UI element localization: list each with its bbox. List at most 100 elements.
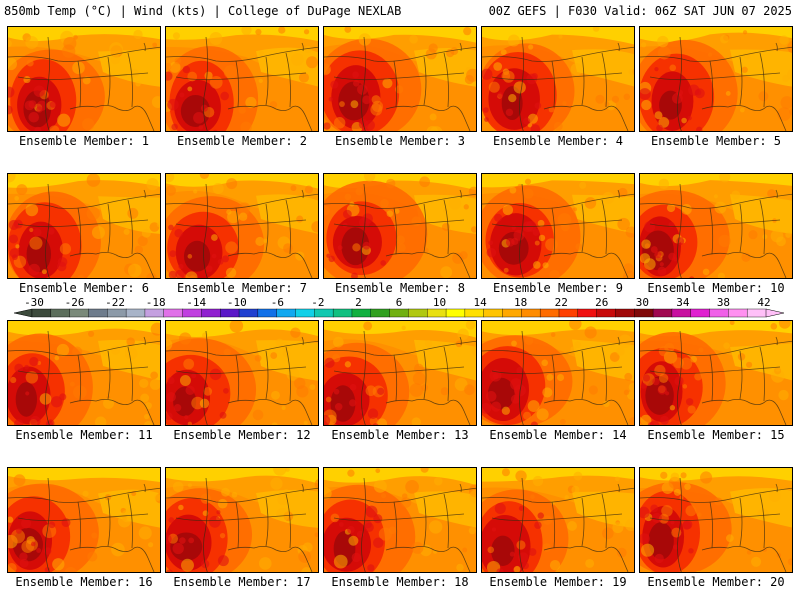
colorbar-tick-label: 22 bbox=[555, 296, 568, 309]
colorbar-swatch bbox=[539, 308, 560, 318]
ensemble-member-label: Ensemble Member: 13 bbox=[331, 428, 469, 442]
ensemble-member-map bbox=[481, 26, 635, 132]
colorbar-swatch bbox=[464, 308, 485, 318]
colorbar-swatch bbox=[408, 308, 428, 318]
colorbar-swatch bbox=[295, 308, 315, 318]
ensemble-member-label: Ensemble Member: 9 bbox=[492, 281, 624, 295]
colorbar-swatch bbox=[427, 308, 447, 318]
colorbar-tick-label: 26 bbox=[595, 296, 608, 309]
ensemble-member-label: Ensemble Member: 12 bbox=[173, 428, 311, 442]
ensemble-member-label: Ensemble Member: 7 bbox=[176, 281, 308, 295]
colorbar-tick-label: 18 bbox=[514, 296, 527, 309]
colorbar-swatch bbox=[182, 308, 202, 318]
colorbar-swatch bbox=[389, 308, 409, 318]
colorbar-swatch bbox=[163, 308, 184, 318]
colorbar-tick-label: -14 bbox=[186, 296, 206, 309]
colorbar-swatch bbox=[257, 308, 278, 318]
ensemble-member-map bbox=[7, 320, 161, 426]
ensemble-member-label: Ensemble Member: 19 bbox=[489, 575, 627, 589]
colorbar-swatch bbox=[238, 308, 259, 318]
ensemble-member-map bbox=[165, 320, 319, 426]
ensemble-member-map bbox=[323, 26, 477, 132]
ensemble-member-map bbox=[165, 467, 319, 573]
ensemble-member-map bbox=[7, 467, 161, 573]
colorbar-tick-label: -10 bbox=[227, 296, 247, 309]
header-left-title: 850mb Temp (°C) | Wind (kts) | College o… bbox=[4, 4, 402, 18]
colorbar-tick-label: -6 bbox=[271, 296, 284, 309]
ensemble-member-map bbox=[639, 320, 793, 426]
ensemble-member-map bbox=[639, 173, 793, 279]
ensemble-member-label: Ensemble Member: 16 bbox=[15, 575, 153, 589]
colorbar-tick-label: 30 bbox=[636, 296, 649, 309]
colorbar-swatch bbox=[276, 308, 296, 318]
ensemble-member-label: Ensemble Member: 1 bbox=[18, 134, 150, 148]
colorbar-swatch bbox=[445, 308, 466, 318]
colorbar-tick-label: -18 bbox=[146, 296, 166, 309]
ensemble-member-label: Ensemble Member: 15 bbox=[647, 428, 785, 442]
colorbar-swatch bbox=[596, 308, 616, 318]
colorbar-tick-label: 6 bbox=[396, 296, 403, 309]
ensemble-member-label: Ensemble Member: 14 bbox=[489, 428, 627, 442]
colorbar-right-arrow bbox=[765, 308, 785, 318]
colorbar-tick-label: -26 bbox=[65, 296, 85, 309]
ensemble-member-map bbox=[323, 320, 477, 426]
ensemble-member-label: Ensemble Member: 20 bbox=[647, 575, 785, 589]
colorbar-tick-label: 34 bbox=[676, 296, 690, 309]
colorbar-swatch bbox=[671, 308, 692, 318]
colorbar-swatch bbox=[634, 308, 654, 318]
header-right-title: 00Z GEFS | F030 Valid: 06Z SAT JUN 07 20… bbox=[488, 4, 792, 18]
ensemble-member-map bbox=[481, 320, 635, 426]
colorbar-tick-label: 14 bbox=[473, 296, 487, 309]
ensemble-member-label: Ensemble Member: 3 bbox=[334, 134, 466, 148]
colorbar-swatch bbox=[314, 308, 334, 318]
colorbar-swatch bbox=[125, 308, 146, 318]
colorbar-swatch bbox=[728, 308, 748, 318]
colorbar-swatch bbox=[88, 308, 108, 318]
ensemble-member-label: Ensemble Member: 4 bbox=[492, 134, 624, 148]
colorbar-swatch bbox=[652, 308, 673, 318]
colorbar-swatch bbox=[483, 308, 504, 318]
ensemble-member-map bbox=[323, 173, 477, 279]
colorbar-tick-label: -2 bbox=[311, 296, 324, 309]
colorbar-tick-label: -22 bbox=[105, 296, 125, 309]
ensemble-member-label: Ensemble Member: 10 bbox=[647, 281, 785, 295]
ensemble-member-map bbox=[165, 26, 319, 132]
colorbar-tick-label: 2 bbox=[355, 296, 362, 309]
colorbar-swatch bbox=[746, 308, 767, 318]
ensemble-member-label: Ensemble Member: 5 bbox=[650, 134, 782, 148]
colorbar-swatch bbox=[69, 308, 89, 318]
colorbar-swatch bbox=[709, 308, 729, 318]
colorbar-tick-label: 42 bbox=[757, 296, 770, 309]
colorbar-swatch bbox=[351, 308, 372, 318]
colorbar-swatch bbox=[31, 308, 52, 318]
colorbar-swatch bbox=[558, 308, 579, 318]
ensemble-member-map bbox=[323, 467, 477, 573]
ensemble-member-map bbox=[7, 26, 161, 132]
colorbar-swatch bbox=[615, 308, 635, 318]
colorbar-swatch bbox=[370, 308, 391, 318]
ensemble-member-map bbox=[481, 173, 635, 279]
colorbar-swatch bbox=[521, 308, 541, 318]
ensemble-member-label: Ensemble Member: 18 bbox=[331, 575, 469, 589]
temperature-colorbar: -30 -26 -22 -18 -14 -10 -6 -2 2 6 10 14 18 22 26 30 34 38… bbox=[13, 296, 785, 318]
ensemble-member-map bbox=[7, 173, 161, 279]
colorbar-swatch bbox=[220, 308, 240, 318]
colorbar-swatch bbox=[201, 308, 221, 318]
colorbar-swatch bbox=[690, 308, 711, 318]
ensemble-member-map bbox=[639, 467, 793, 573]
ensemble-member-label: Ensemble Member: 11 bbox=[15, 428, 153, 442]
colorbar-swatch bbox=[502, 308, 522, 318]
ensemble-member-map bbox=[165, 173, 319, 279]
colorbar-tick-label: 10 bbox=[433, 296, 446, 309]
colorbar-swatch bbox=[144, 308, 165, 318]
colorbar-left-arrow bbox=[13, 308, 33, 318]
ensemble-member-label: Ensemble Member: 6 bbox=[18, 281, 150, 295]
ensemble-member-map bbox=[639, 26, 793, 132]
colorbar-swatch bbox=[107, 308, 127, 318]
colorbar-swatch bbox=[50, 308, 71, 318]
ensemble-member-map bbox=[481, 467, 635, 573]
ensemble-member-label: Ensemble Member: 2 bbox=[176, 134, 308, 148]
colorbar-swatch bbox=[577, 308, 598, 318]
ensemble-member-label: Ensemble Member: 17 bbox=[173, 575, 311, 589]
colorbar-tick-label: -30 bbox=[24, 296, 44, 309]
